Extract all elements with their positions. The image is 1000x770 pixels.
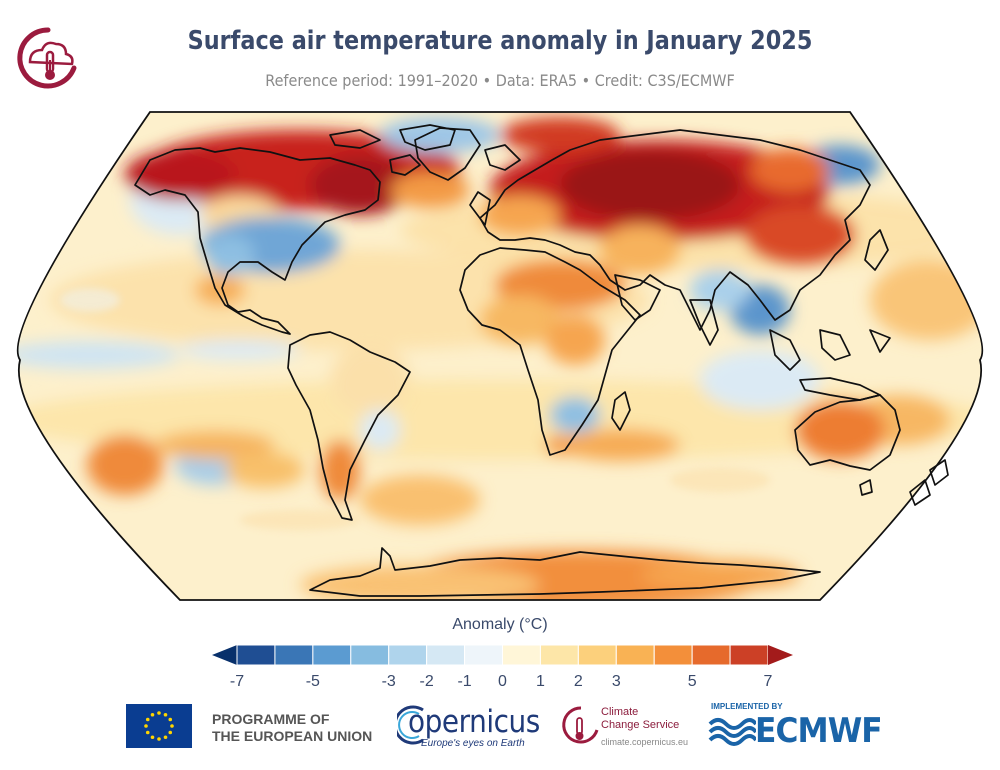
ccs-line-1: Climate [601,706,639,718]
colorbar-tick-label: 3 [611,673,621,690]
colorbar-tick-label: -2 [419,673,434,690]
ccs-text: Climate Change Service [601,706,679,732]
colorbar-tick-label: -5 [305,673,320,690]
eu-star-icon [157,711,161,715]
eu-star-icon [168,730,173,735]
colorbar-tick-label: 7 [763,673,773,690]
eu-line-2: THE EUROPEAN UNION [212,728,373,744]
coastlines [134,124,949,597]
eu-star-icon [145,717,150,722]
colorbar-tick-label: -1 [457,673,472,690]
copernicus-tagline: Europe's eyes on Earth [421,738,525,749]
eu-star-icon [163,735,168,740]
copernicus-logo-icon [397,705,424,745]
colorbar-tick-label: 2 [573,673,583,690]
eu-star-icon [170,724,174,728]
anomaly-field [17,112,983,600]
colorbar-tick-label: 1 [535,673,545,690]
eu-programme-text: PROGRAMME OF THE EUROPEAN UNION [212,711,372,745]
eu-star-icon [163,712,168,717]
page-title: Surface air temperature anomaly in Janua… [187,26,813,56]
eu-star-icon [150,712,155,717]
c3s-thermometer-logo-icon [17,27,77,89]
page-subtitle: Reference period: 1991–2020 • Data: ERA5… [265,71,735,90]
colorbar-tick-label: -7 [229,673,245,690]
colorbar-tick-label: -3 [381,673,396,690]
copernicus-wordmark: opernicus [408,704,540,740]
colorbar-tick-label: 0 [498,673,507,690]
eu-star-icon [157,737,161,741]
ecmwf-wordmark: ECMWF [755,711,883,751]
eu-flag-icon [126,704,192,748]
ccs-line-2: Change Service [601,719,680,731]
eu-star-icon [150,735,155,740]
eu-star-icon [145,730,150,735]
colorbar-label: Anomaly (°C) [452,616,548,633]
ccs-url: climate.copernicus.eu [601,737,689,747]
ecmwf-wave-logo-icon [708,718,756,746]
colorbar-tick-label: 5 [687,673,697,690]
ccs-thermometer-logo-icon [562,706,599,744]
eu-line-1: PROGRAMME OF [212,711,330,727]
implemented-by-label: IMPLEMENTED BY [711,702,783,711]
eu-star-icon [168,717,173,722]
eu-star-icon [144,724,148,728]
